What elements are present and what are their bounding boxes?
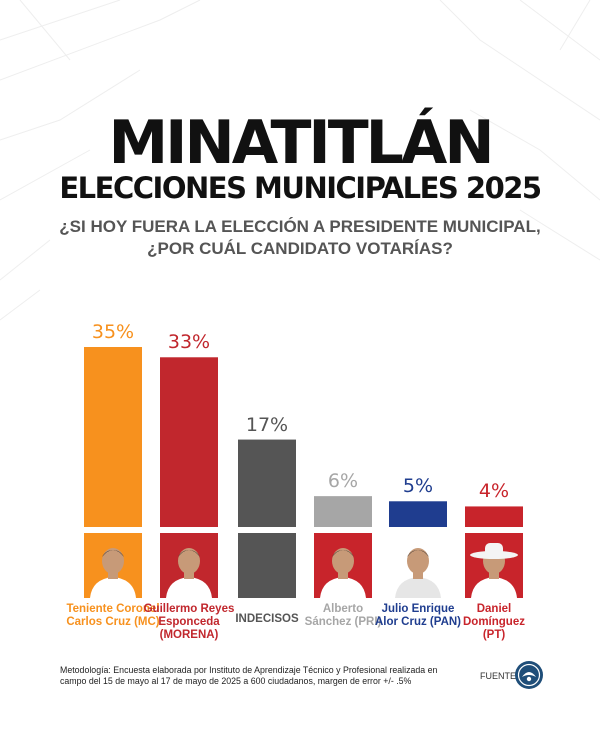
- methodology-line-2: campo del 15 de mayo al 17 de mayo de 20…: [60, 676, 412, 686]
- institute-seal-logo-icon: [515, 661, 543, 689]
- page-title: MINATITLÁN: [108, 108, 494, 178]
- category-label-1-line-2: Carlos Cruz (MC): [66, 616, 160, 628]
- category-label-2: Guillermo Reyes Esponceda (MORENA): [141, 603, 237, 642]
- person-silhouette-icon: [395, 548, 441, 598]
- person-silhouette-icon: [320, 548, 366, 598]
- methodology-note: Metodología: Encuesta elaborada por Inst…: [60, 665, 438, 687]
- value-label-6: 4%: [478, 480, 510, 503]
- question-line-2: ¿POR CUÁL CANDIDATO VOTARÍAS?: [147, 239, 453, 258]
- candidate-photo-5: [389, 533, 447, 598]
- question-line-1: ¿SI HOY FUERA LA ELECCIÓN A PRESIDENTE M…: [59, 217, 541, 236]
- value-label-1: 35%: [91, 321, 135, 343]
- undecided-tile-3: [238, 533, 296, 598]
- category-label-4-line-2: Sánchez (PRI): [304, 616, 382, 628]
- person-silhouette-icon: [166, 548, 212, 598]
- methodology-line-1: Metodología: Encuesta elaborada por Inst…: [60, 665, 438, 675]
- value-label-5: 5%: [402, 475, 434, 498]
- value-label-2: 33%: [167, 331, 211, 354]
- category-label-2-line-1: Guillermo Reyes: [143, 603, 235, 615]
- category-label-2-line-3: (MORENA): [159, 629, 219, 641]
- category-label-5-line-1: Julio Enrique: [381, 603, 455, 615]
- bar-3: [238, 439, 296, 527]
- value-label-3: 17%: [245, 413, 289, 436]
- bar-4: [314, 496, 372, 527]
- category-label-5: Julio Enrique Alor Cruz (PAN): [370, 603, 466, 629]
- category-label-4-line-1: Alberto: [322, 603, 364, 615]
- survey-question: ¿SI HOY FUERA LA ELECCIÓN A PRESIDENTE M…: [0, 216, 600, 260]
- category-label-3-line-1: INDECISOS: [235, 613, 299, 625]
- bar-2: [160, 357, 218, 527]
- candidate-photo-4: [314, 533, 372, 598]
- category-label-5-line-2: Alor Cruz (PAN): [374, 616, 462, 628]
- category-label-3: INDECISOS: [219, 613, 315, 626]
- bar-6: [465, 506, 523, 527]
- category-label-6-line-2: Domínguez: [463, 616, 525, 628]
- candidate-photo-6: [465, 533, 523, 598]
- candidate-photo-2: [160, 533, 218, 598]
- person-silhouette-icon: [470, 543, 518, 598]
- page-subtitle: ELECCIONES MUNICIPALES 2025: [59, 171, 542, 205]
- source-label: FUENTE:: [480, 671, 519, 681]
- category-label-1: Teniente Coronel Carlos Cruz (MC): [65, 603, 161, 629]
- category-label-6-line-1: Daniel: [476, 603, 512, 615]
- value-label-4: 6%: [327, 470, 359, 493]
- category-label-6-line-3: (PT): [482, 629, 506, 641]
- category-label-2-line-2: Esponceda: [158, 616, 220, 628]
- category-label-6: Daniel Domínguez (PT): [446, 603, 542, 642]
- bar-5: [389, 501, 447, 527]
- candidate-photo-1: [84, 533, 142, 598]
- person-silhouette-icon: [90, 548, 136, 598]
- category-label-4: Alberto Sánchez (PRI): [295, 603, 391, 629]
- category-label-1-line-1: Teniente Coronel: [66, 603, 160, 615]
- bar-1: [84, 347, 142, 527]
